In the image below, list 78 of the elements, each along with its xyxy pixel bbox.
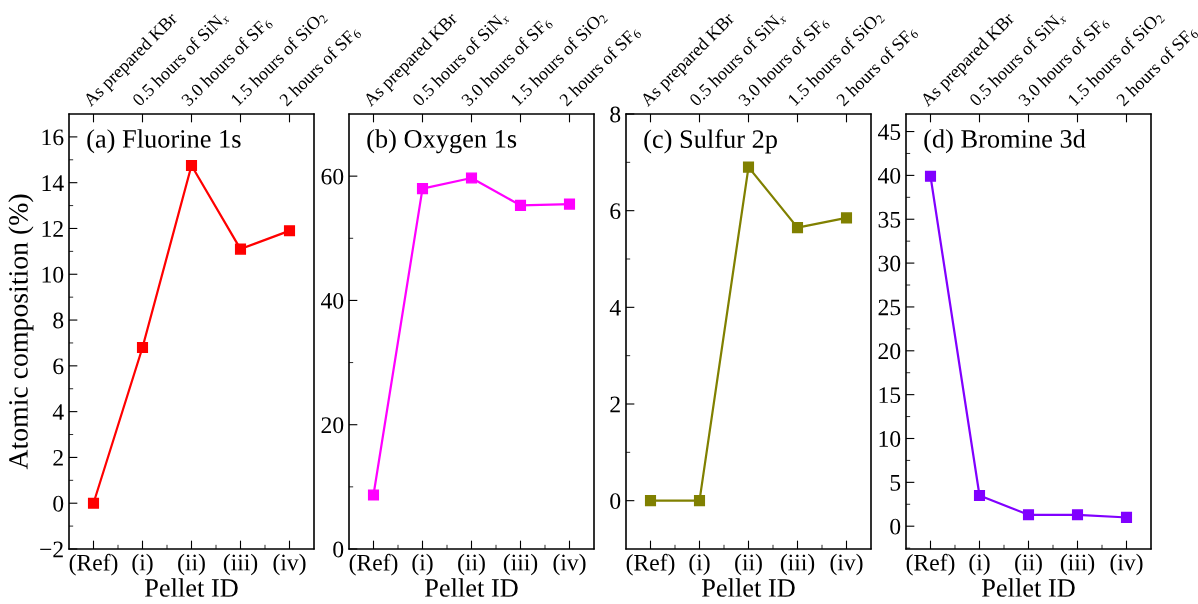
text: (b) Oxygen 1s (367, 129, 517, 154)
x-tick-label: (ii) (735, 553, 762, 576)
text: (a) Fluorine 1s (87, 129, 241, 154)
x-axis-title: Pellet ID (424, 578, 518, 597)
point (742, 161, 755, 173)
y-tick-label: 15 (879, 387, 901, 404)
y-tick-label: 20 (321, 417, 344, 434)
text: (c) Sulfur 2p (644, 129, 777, 154)
point (136, 341, 149, 354)
y-tick-label: 0 (610, 493, 621, 510)
point (644, 495, 657, 507)
y-tick-label: 40 (320, 292, 344, 309)
point (465, 172, 478, 184)
y-tick-label: −2 (40, 541, 63, 558)
x-tick-label: (Ref) (349, 553, 398, 576)
y-tick-label: 45 (877, 124, 901, 140)
y-tick-label: 2 (53, 449, 63, 466)
point (1022, 509, 1035, 521)
y-tick-label: 10 (879, 430, 901, 447)
y-tick-label: 35 (878, 211, 901, 228)
x-tick-label: (iii) (1060, 553, 1095, 576)
y-tick-label: 5 (890, 475, 901, 491)
y-tick-label: 4 (52, 404, 64, 420)
y-tick-label: 40 (877, 167, 901, 184)
x-axis-title: Pellet ID (144, 578, 238, 597)
x-tick-label: (i) (969, 553, 990, 576)
point (840, 212, 853, 224)
y-tick-label: 2 (610, 396, 620, 413)
point (87, 497, 100, 509)
y-axis-title: Atomic composition (%) (8, 194, 34, 470)
point (367, 489, 380, 501)
point (563, 198, 576, 210)
x-tick-label: (i) (689, 553, 710, 576)
y-tick-label: 6 (53, 358, 64, 375)
x-tick-label: (ii) (178, 553, 205, 576)
point (1120, 511, 1133, 523)
y-tick-label: 60 (321, 168, 344, 185)
y-tick-label: 0 (53, 495, 64, 512)
point (416, 183, 429, 195)
y-tick-label: 30 (878, 255, 901, 272)
y-tick-label: 6 (610, 203, 621, 220)
point (924, 170, 937, 182)
point (185, 159, 198, 172)
y-tick-label: 8 (53, 312, 64, 329)
x-tick-label: (iii) (223, 553, 258, 576)
x-tick-label: (ii) (1015, 553, 1042, 576)
point (791, 222, 804, 234)
y-tick-label: 0 (333, 541, 344, 558)
text: (d) Bromine 3d (924, 129, 1086, 154)
x-tick-label: (i) (412, 553, 433, 576)
x-tick-label: (iv) (1110, 553, 1143, 576)
y-tick-label: 10 (42, 266, 64, 283)
point (283, 225, 296, 237)
x-tick-label: (Ref) (626, 553, 675, 576)
x-tick-label: (Ref) (906, 553, 955, 576)
point (973, 489, 986, 502)
x-tick-label: (iii) (780, 553, 815, 576)
x-tick-label: (ii) (458, 553, 485, 576)
x-tick-label: (iii) (503, 553, 538, 576)
point (1071, 509, 1084, 521)
y-tick-label: 8 (610, 106, 621, 123)
point (514, 199, 527, 211)
x-axis-title: Pellet ID (981, 578, 1075, 597)
x-axis-title: Pellet ID (701, 578, 795, 597)
x-tick-label: (iv) (830, 553, 863, 576)
point (693, 495, 706, 507)
y-tick-label: 14 (42, 175, 64, 191)
y-tick-label: 12 (42, 221, 63, 237)
x-tick-label: (Ref) (69, 553, 118, 576)
x-tick-label: (iv) (553, 553, 586, 576)
x-tick-label: (i) (132, 553, 153, 576)
y-tick-label: 25 (878, 299, 901, 316)
y-tick-label: 20 (878, 343, 901, 360)
y-tick-label: 16 (42, 129, 64, 146)
x-tick-label: (iv) (273, 553, 306, 576)
y-tick-label: 0 (890, 518, 901, 535)
point (234, 243, 247, 255)
y-tick-label: 4 (609, 299, 621, 316)
